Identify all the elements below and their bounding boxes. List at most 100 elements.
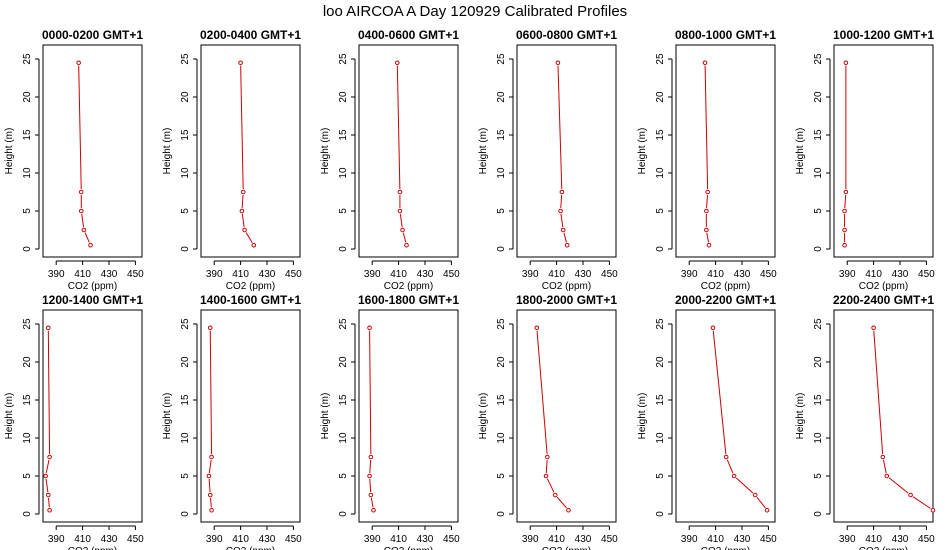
profile-segment bbox=[706, 232, 709, 243]
x-axis-label: CO2 (ppm) bbox=[859, 281, 908, 292]
y-tick-label: 25 bbox=[813, 318, 824, 330]
profile-point bbox=[908, 492, 913, 498]
plot-frame bbox=[358, 309, 459, 523]
x-tick-label: 430 bbox=[575, 534, 592, 545]
panel-title: 2200-2400 GMT+1 bbox=[833, 293, 934, 307]
profile-panel: 0200-0400 GMT+1 390 410 430 450 CO2 (ppm) 0 5 10… bbox=[162, 28, 302, 292]
x-tick-label: 430 bbox=[417, 269, 434, 280]
profile-segment bbox=[369, 478, 372, 493]
profile-point bbox=[240, 189, 246, 195]
profile-panel: 2200-2400 GMT+1 390 410 430 450 CO2 (ppm) 0 5 10… bbox=[795, 293, 936, 550]
profile-point bbox=[704, 208, 709, 214]
profile-point bbox=[705, 189, 710, 195]
y-tick-label: 5 bbox=[22, 473, 33, 479]
profile-point bbox=[558, 208, 563, 214]
profile-segment bbox=[78, 65, 82, 190]
profile-point bbox=[368, 454, 374, 460]
profile-point bbox=[394, 60, 400, 66]
profile-panel: 0400-0600 GMT+1 390 410 430 450 CO2 (ppm) 0 5 10… bbox=[320, 28, 460, 292]
y-tick-label: 25 bbox=[338, 53, 349, 65]
x-axis-label: CO2 (ppm) bbox=[384, 281, 433, 292]
panel-title: 1800-2000 GMT+1 bbox=[516, 293, 617, 307]
y-tick-label: 25 bbox=[496, 53, 507, 65]
y-tick-label: 5 bbox=[338, 208, 349, 214]
x-tick-label: 390 bbox=[364, 534, 381, 545]
y-tick-label: 10 bbox=[655, 167, 666, 179]
y-axis-label: Height (m) bbox=[795, 393, 806, 440]
y-axis-label: Height (m) bbox=[4, 393, 15, 440]
panel-title: 0000-0200 GMT+1 bbox=[42, 28, 143, 42]
y-tick-label: 10 bbox=[496, 432, 507, 444]
profile-panel: 2000-2200 GMT+1 390 410 430 450 CO2 (ppm) 0 5 10… bbox=[637, 293, 777, 550]
profile-point bbox=[534, 325, 540, 331]
x-tick-label: 430 bbox=[734, 534, 751, 545]
y-axis-label: Height (m) bbox=[637, 128, 648, 175]
profile-point bbox=[368, 492, 374, 498]
profile-point bbox=[397, 189, 403, 195]
x-tick-label: 430 bbox=[734, 269, 751, 280]
profile-segment bbox=[844, 194, 847, 209]
x-tick-label: 410 bbox=[865, 534, 882, 545]
y-tick-label: 25 bbox=[813, 53, 824, 65]
plot-frame bbox=[516, 44, 617, 258]
y-tick-label: 0 bbox=[496, 246, 507, 252]
y-tick-label: 15 bbox=[655, 129, 666, 141]
x-axis-label: CO2 (ppm) bbox=[226, 546, 275, 550]
profile-point bbox=[43, 473, 48, 479]
y-tick-label: 25 bbox=[496, 318, 507, 330]
profile-segment bbox=[556, 496, 567, 509]
panel-title: 2000-2200 GMT+1 bbox=[675, 293, 776, 307]
profile-point bbox=[764, 507, 770, 513]
y-tick-label: 0 bbox=[496, 511, 507, 517]
panel-title: 1600-1800 GMT+1 bbox=[358, 293, 459, 307]
y-axis-label: Height (m) bbox=[162, 128, 173, 175]
x-tick-label: 390 bbox=[839, 269, 856, 280]
y-tick-label: 25 bbox=[180, 318, 191, 330]
x-axis-label: CO2 (ppm) bbox=[859, 546, 908, 550]
profile-point bbox=[371, 507, 376, 513]
profile-segment bbox=[704, 65, 709, 190]
y-tick-label: 20 bbox=[496, 356, 507, 368]
profile-segment bbox=[706, 194, 708, 209]
profile-point bbox=[251, 242, 257, 248]
x-tick-label: 410 bbox=[74, 269, 91, 280]
profile-point bbox=[78, 189, 84, 195]
x-tick-label: 390 bbox=[206, 534, 223, 545]
x-tick-label: 450 bbox=[760, 269, 777, 280]
profile-point bbox=[704, 227, 709, 233]
profile-segment bbox=[210, 497, 212, 508]
profile-segment bbox=[560, 213, 564, 228]
y-tick-label: 25 bbox=[22, 318, 33, 330]
y-tick-label: 0 bbox=[655, 511, 666, 517]
x-tick-label: 450 bbox=[443, 269, 460, 280]
y-tick-label: 20 bbox=[180, 356, 191, 368]
x-tick-label: 450 bbox=[127, 269, 144, 280]
x-tick-label: 450 bbox=[918, 534, 935, 545]
x-tick-label: 450 bbox=[760, 534, 777, 545]
profile-point bbox=[545, 454, 550, 460]
x-tick-label: 410 bbox=[707, 269, 724, 280]
profile-segment bbox=[557, 65, 563, 190]
y-axis-label: Height (m) bbox=[478, 128, 489, 175]
profile-segment bbox=[563, 232, 567, 243]
x-tick-label: 410 bbox=[548, 534, 565, 545]
panel-title: 1200-1400 GMT+1 bbox=[42, 293, 143, 307]
y-tick-label: 10 bbox=[338, 432, 349, 444]
y-tick-label: 15 bbox=[813, 129, 824, 141]
y-axis-label: Height (m) bbox=[320, 128, 331, 175]
x-tick-label: 450 bbox=[601, 269, 618, 280]
plot-frame bbox=[675, 309, 776, 523]
x-axis-label: CO2 (ppm) bbox=[384, 546, 433, 550]
x-tick-label: 390 bbox=[206, 269, 223, 280]
profile-segment bbox=[369, 330, 372, 455]
profile-point bbox=[367, 473, 372, 479]
profile-point bbox=[930, 507, 936, 513]
x-axis-label: CO2 (ppm) bbox=[226, 281, 275, 292]
profile-point bbox=[842, 242, 847, 248]
plot-frame bbox=[833, 309, 934, 523]
profile-point bbox=[238, 60, 243, 66]
profile-point bbox=[209, 507, 214, 513]
y-tick-label: 25 bbox=[655, 318, 666, 330]
y-tick-label: 20 bbox=[496, 91, 507, 103]
